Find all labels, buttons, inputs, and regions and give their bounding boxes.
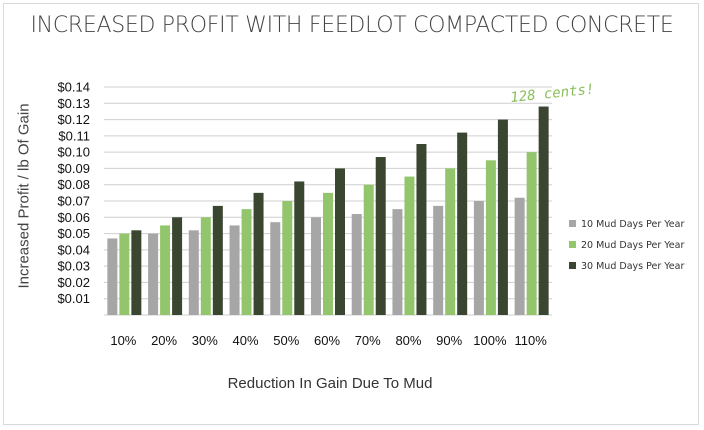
x-axis-label: Reduction In Gain Due To Mud bbox=[227, 375, 433, 392]
bar-3-30pct bbox=[212, 205, 223, 315]
bar-1-30pct bbox=[188, 230, 199, 315]
bar-2-40pct bbox=[241, 209, 252, 315]
bar-3-70pct bbox=[375, 157, 386, 315]
x-tick-label: 100% bbox=[473, 333, 507, 348]
bar-1-80pct bbox=[392, 209, 403, 315]
x-tick-label: 20% bbox=[151, 333, 177, 348]
legend-entry: 30 Mud Days Per Year bbox=[581, 261, 684, 272]
bar-1-70pct bbox=[351, 214, 362, 315]
y-tick-label: $0.06 bbox=[57, 210, 90, 225]
legend-entry: 20 Mud Days Per Year bbox=[581, 240, 684, 251]
bar-1-40pct bbox=[229, 225, 240, 315]
y-tick-label: $0.05 bbox=[57, 226, 90, 241]
bar-1-10pct bbox=[107, 238, 118, 315]
bar-1-20pct bbox=[148, 233, 159, 315]
y-tick-label: $0.01 bbox=[57, 291, 90, 306]
bar-2-50pct bbox=[282, 201, 293, 315]
bar-3-110pct bbox=[538, 106, 549, 316]
bar-2-80pct bbox=[404, 176, 415, 315]
y-tick-label: $0.11 bbox=[58, 128, 90, 143]
chart-title: INCREASED PROFIT WITH FEEDLOT COMPACTED … bbox=[30, 13, 674, 38]
chart-frame bbox=[3, 3, 699, 425]
x-tick-label: 10% bbox=[110, 333, 136, 348]
y-tick-label: $0.09 bbox=[57, 161, 90, 176]
bar-1-60pct bbox=[311, 217, 321, 315]
y-tick-label: $0.02 bbox=[57, 275, 90, 290]
bar-1-90pct bbox=[433, 205, 444, 315]
bar-3-100pct bbox=[497, 119, 508, 315]
bar-2-10pct bbox=[119, 233, 130, 315]
legend-entry: 10 Mud Days Per Year bbox=[581, 219, 684, 230]
legend-swatch bbox=[569, 220, 576, 227]
x-tick-label: 50% bbox=[273, 333, 299, 348]
legend: 10 Mud Days Per Year 20 Mud Days Per Year… bbox=[569, 219, 684, 272]
y-tick-labels: $0.01$0.02$0.03 $0.04$0.05$0.06$0.07 $0.08… bbox=[57, 80, 90, 307]
y-tick-label: $0.10 bbox=[57, 145, 90, 160]
y-tick-label: $0.08 bbox=[57, 177, 90, 192]
x-tick-label: 70% bbox=[355, 333, 381, 348]
bar-3-50pct bbox=[294, 181, 305, 315]
bar-2-70pct bbox=[363, 184, 374, 315]
bar-3-90pct bbox=[457, 132, 468, 315]
legend-swatch bbox=[569, 262, 576, 269]
category-labels: 10% 20% 30% 40% 50% 60% 70% 80% 90% 100% 110% bbox=[110, 333, 547, 348]
bar-1-50pct bbox=[270, 222, 281, 315]
legend-swatch bbox=[569, 241, 576, 248]
bar-2-60pct bbox=[323, 192, 333, 315]
bar-3-20pct bbox=[172, 217, 183, 315]
y-tick-label: $0.04 bbox=[57, 242, 90, 257]
x-tick-label: 110% bbox=[514, 333, 547, 348]
y-tick-label: $0.14 bbox=[57, 80, 90, 95]
bar-2-90pct bbox=[445, 168, 456, 315]
bar-3-80pct bbox=[416, 144, 427, 315]
y-tick-label: $0.12 bbox=[57, 112, 90, 127]
bar-2-20pct bbox=[160, 225, 171, 315]
bar-2-100pct bbox=[485, 160, 496, 315]
x-tick-label: 40% bbox=[233, 333, 259, 348]
y-tick-label: $0.03 bbox=[57, 259, 90, 274]
y-tick-label: $0.07 bbox=[57, 194, 90, 209]
bar-1-100pct bbox=[473, 201, 484, 315]
annotation-128-cents: 128 cents! bbox=[510, 81, 596, 106]
x-tick-label: 90% bbox=[436, 333, 462, 348]
x-tick-label: 30% bbox=[192, 333, 218, 348]
x-tick-label: 80% bbox=[395, 333, 421, 348]
bar-1-110pct bbox=[514, 197, 525, 315]
bar-3-60pct bbox=[335, 168, 345, 315]
bars bbox=[107, 106, 549, 316]
bar-3-10pct bbox=[131, 230, 142, 315]
bar-2-30pct bbox=[200, 217, 211, 315]
bar-2-110pct bbox=[526, 152, 537, 315]
bar-3-40pct bbox=[253, 192, 264, 315]
x-tick-label: 60% bbox=[314, 333, 340, 348]
y-tick-label: $0.13 bbox=[57, 96, 90, 111]
